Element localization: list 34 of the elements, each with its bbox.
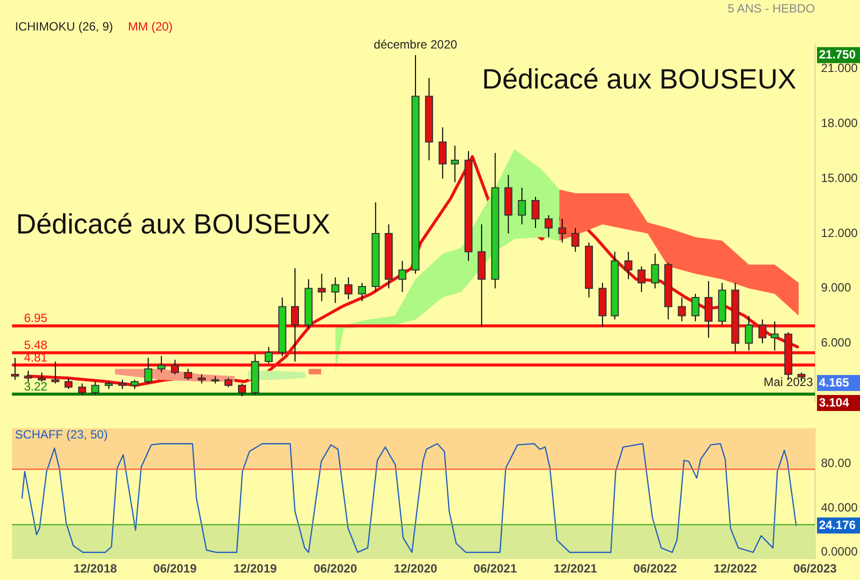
text: MM (20)	[128, 19, 173, 34]
chart-subtitle: 5 ANS - HEBDO	[728, 1, 815, 16]
x-tick-label: 06/2021	[474, 562, 518, 576]
x-tick-label: 12/2022	[714, 562, 758, 576]
ref-line-label: 5.48	[24, 338, 48, 352]
y-tick-label: 9.000	[821, 280, 852, 295]
annotation: Dédicacé aux BOUSEUX	[482, 64, 797, 95]
annotation: 21.750	[819, 47, 856, 62]
x-tick-label: 12/2018	[74, 562, 118, 576]
text: 4.165	[819, 375, 850, 390]
y-tick-label: 6.000	[821, 336, 852, 350]
y-tick-label: 0.0000	[821, 544, 858, 559]
y-tick-label: 12.000	[821, 226, 858, 240]
x-tick-label: 12/2020	[394, 562, 438, 576]
annotation: Dédicacé aux BOUSEUX	[16, 208, 331, 240]
y-tick-label: 40.000	[821, 500, 858, 514]
x-tick-label: 12/2019	[233, 562, 278, 576]
y-tick-label: 18.000	[821, 116, 858, 130]
x-tick-label: 06/2020	[314, 562, 358, 576]
ref-line-label: 3.22	[24, 379, 48, 394]
series-label: SCHAFF (23, 50)	[15, 427, 108, 442]
annotation: décembre 2020	[374, 37, 458, 52]
annotation: Mai 2023	[764, 374, 814, 389]
x-tick-label: 06/2022	[633, 562, 678, 576]
y-tick-label: 15.000	[821, 170, 858, 185]
text: 3.104	[819, 395, 850, 410]
x-tick-label: 06/2019	[153, 562, 197, 576]
annotation: 24.176	[819, 518, 856, 532]
x-tick-label: 12/2021	[554, 562, 598, 576]
y-tick-label: 21.000	[821, 61, 858, 76]
y-tick-label: 80.00	[821, 456, 852, 470]
ref-line-label: 6.95	[24, 311, 48, 326]
x-tick-label: 06/2023	[793, 562, 838, 576]
text: ICHIMOKU (26, 9)	[15, 19, 114, 34]
